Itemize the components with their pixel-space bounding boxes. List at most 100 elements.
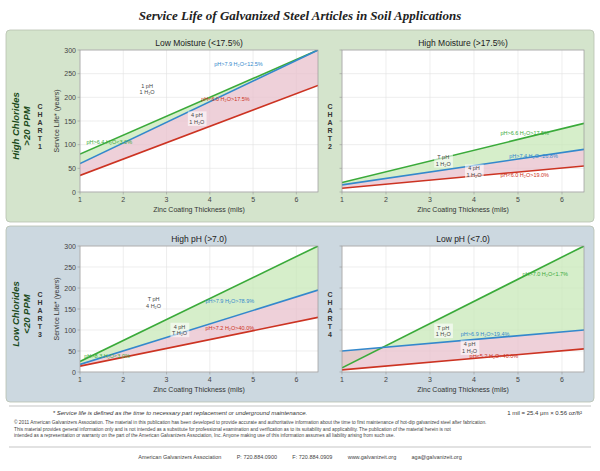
tick-mark [340,50,343,51]
label-box [465,164,484,179]
tick-mark [340,144,343,145]
line-label: pH>7.9 H₂O>78.9% [205,298,254,304]
tick-mark [518,192,519,195]
fill-band [80,50,318,164]
x-axis-label: Zinc Coating Thickness (mils) [153,206,245,214]
text-line: 4 pH [191,112,203,118]
text-line: Low Chlorides [9,281,20,346]
tick-mark [123,192,124,195]
tick-mark [253,372,254,375]
text-line: T [328,135,333,142]
region-label: 1 pH1 H₂O [140,83,156,96]
tick-label: 3 [428,376,432,383]
region-label: 4 pH1 H₂O [462,341,478,354]
tick-mark [340,288,343,289]
tick-label: 300 [64,243,76,250]
label-box [138,82,157,97]
footer: * Service life is defined as the time to… [53,410,307,416]
text-line: 4 [328,331,332,338]
data-group [342,246,584,370]
tick-mark [340,372,343,373]
tick-mark [209,372,210,375]
tick-mark [518,372,519,375]
tick-label: 6 [560,196,564,203]
text-line: R [327,127,332,134]
line-label: pH>7.0 H₂O<1.7% [522,271,568,277]
text-line: C [37,103,42,110]
text-line: 1 pH [141,83,153,89]
tick-mark [78,50,81,51]
tick-label: 2 [121,376,125,383]
line-label: pH<6.0 H₂O>17.5% [201,96,250,102]
tick-mark [78,192,81,193]
grid-line [80,168,318,169]
tick-mark [78,351,81,352]
tick-label: 6 [294,376,298,383]
tick-label: 50 [68,165,76,172]
tick-mark [342,192,343,195]
text-line: 1 H₂O [436,331,452,337]
text-line: A [327,119,332,126]
tick-label: 0 [72,189,76,196]
tick-label: 250 [64,264,76,271]
tick-mark [562,372,563,375]
text-line: 4 H₂O [146,303,162,309]
tick-mark [474,372,475,375]
chart-label: CHART2 [327,103,332,150]
label-box [434,324,453,339]
tick-mark [78,97,81,98]
tick-label: 200 [64,94,76,101]
x-axis-label: Zinc Coating Thickness (mils) [153,386,245,394]
chart-title: High pH (>7.0) [171,234,227,244]
fill-band [342,149,584,188]
tick-mark [78,73,81,74]
text-line: H [327,111,332,118]
tick-mark [78,267,81,268]
tick-label: 250 [64,70,76,77]
series-line [80,290,318,364]
row-label: High Chlorides>20 PPM [9,92,31,160]
text-line: 1 H₂O [140,89,156,95]
chart: CHART1123456050100150200250300Low Moistu… [37,38,318,214]
series-line [342,149,584,185]
text-line: T [38,323,43,330]
chart-label: CHART3 [37,291,42,338]
tick-mark [340,192,343,193]
label-box [461,340,480,355]
text-line: T [38,135,43,142]
tick-mark [340,246,343,247]
text-line: A [37,119,42,126]
text-line: A [327,307,332,314]
text-line: T pH [437,154,449,160]
line-label: pH>7.4 H₂O<26.8% [509,153,558,159]
tick-label: 6 [560,376,564,383]
rule [9,406,591,407]
text-line: 1 H₂O [462,348,478,354]
tick-label: 3 [428,196,432,203]
tick-mark [209,192,210,195]
chart: CHART4123456Low pH (<7.0)Zinc Coating Th… [327,234,584,394]
text-line: This material provides general informati… [14,427,452,432]
chart-title: Low Moisture (<17.5%) [155,38,243,48]
tick-label: 2 [384,376,388,383]
tick-mark [78,144,81,145]
region-label: 4 pH1 H₂O [467,165,483,178]
data-group [342,123,584,188]
text-line: R [37,127,42,134]
tick-label: 4 [208,376,212,383]
data-group [80,246,318,366]
chart-title: High Moisture (>17.5%) [418,38,508,48]
tick-mark [80,372,81,375]
row-label: Low Chlorides<20 PPM [9,281,31,346]
fill-band [80,290,318,366]
tick-mark [386,372,387,375]
text-line: T H₂O [172,330,188,336]
tick-mark [340,97,343,98]
tick-mark [78,288,81,289]
tick-label: 0 [72,369,76,376]
tick-label: 2 [121,196,125,203]
text-line: T [328,323,333,330]
company: American Galvanizers Association P: 720.… [138,454,462,460]
text-line: High Chlorides [9,92,20,160]
tick-mark [78,246,81,247]
